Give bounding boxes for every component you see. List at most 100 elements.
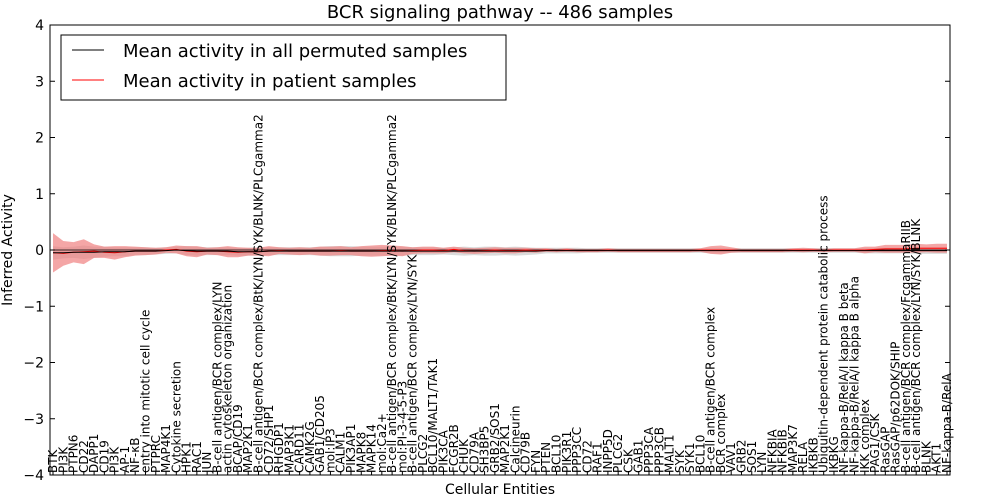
x-tick-label: BLNK xyxy=(919,440,933,473)
x-tick-label: PTPRC xyxy=(149,435,163,473)
x-tick-label: MAP3K1 xyxy=(282,424,296,473)
x-tick-label: NF-kappa-B/RelA xyxy=(940,372,954,473)
y-tick-label: 0 xyxy=(35,243,44,259)
x-tick-label: CARD11 xyxy=(293,424,307,473)
x-tick-label: RHGDP1 xyxy=(272,422,286,473)
x-tick-label: NFKBIB xyxy=(776,429,790,473)
x-tick-label: mol:IP3 xyxy=(323,428,337,473)
x-tick-label: CD19 xyxy=(97,440,111,473)
x-tick-label: BCL10 xyxy=(693,435,707,473)
x-tick-label: IKBKB xyxy=(806,437,820,473)
y-tick-label: 3 xyxy=(35,74,44,90)
x-tick-label: MAP2K1 xyxy=(241,424,255,473)
x-tick-label: PLCG2 xyxy=(416,434,430,473)
x-tick-label: PLCG2 xyxy=(611,434,625,473)
patient-band xyxy=(53,233,947,273)
x-tick-label: PIK3CA xyxy=(437,429,451,473)
y-tick-label: 4 xyxy=(35,18,44,34)
x-tick-label: RAF1 xyxy=(591,442,605,473)
y-axis-label: Inferred Activity xyxy=(0,194,16,306)
x-tick-label: PAG1/CSK xyxy=(868,413,882,473)
x-tick-label: IKBKG xyxy=(827,436,841,473)
x-tick-label: MAPK14 xyxy=(365,424,379,473)
x-tick-label: BCR complex xyxy=(714,394,728,473)
x-tick-label: Ubiquitin-dependent protein catabolic pr… xyxy=(817,195,831,473)
x-tick-label: NF-kappa-B/RelA/I kappa B beta xyxy=(837,282,851,473)
x-tick-label: RasGAP/p62DOK/SHIP xyxy=(889,342,903,473)
x-tick-label: IKK complex xyxy=(858,399,872,473)
x-tick-label: BTK xyxy=(46,448,60,473)
x-tick-label: B-cell antigen/BCR complex xyxy=(704,307,718,473)
x-tick-label: VAV1 xyxy=(724,442,738,473)
legend: Mean activity in all permuted samples Me… xyxy=(60,34,507,101)
x-tick-label: GRB2/SOS1 xyxy=(488,403,502,473)
permuted-line xyxy=(53,249,947,254)
x-tick-label: RasGAP xyxy=(878,427,892,473)
y-tick-label: 2 xyxy=(35,131,44,147)
x-tick-label: NFKBIA xyxy=(765,428,779,473)
x-tick-label: CD72/SHP1 xyxy=(262,405,276,473)
x-tick-label: GRB2 xyxy=(735,439,749,473)
x-tick-label: PIK3AP1 xyxy=(344,424,358,473)
x-tick-label: MAP2K1 xyxy=(498,424,512,473)
x-tick-label: mol:PI-3-4-5-P3 xyxy=(395,381,409,473)
x-tick-label: NF-κB xyxy=(128,437,142,473)
x-tick-label: DAPP1 xyxy=(87,434,101,473)
x-tick-label: mol:Ca2+ xyxy=(375,413,389,473)
x-tick-label: Cytokine secretion xyxy=(169,361,183,473)
x-tick-label: JUN xyxy=(200,452,214,474)
x-tick-label: LYN xyxy=(755,452,769,473)
x-tick-label: CD79A xyxy=(467,431,481,473)
y-tick-label: −1 xyxy=(23,299,44,315)
x-tick-label: GAB1/CD205 xyxy=(313,395,327,473)
x-tick-label: Calcineurin xyxy=(508,406,522,473)
x-tick-label: SOS1 xyxy=(745,441,759,473)
x-tick-label: SH3BP5 xyxy=(478,426,492,473)
x-tick-label: BCAP/CD19 xyxy=(231,404,245,473)
x-tick-label: B-cell antigen/BCR complex/LYN/SYK/BLNK xyxy=(909,218,923,473)
chart-title: BCR signaling pathway -- 486 samples xyxy=(327,2,673,23)
y-tick-label: 1 xyxy=(35,187,44,203)
x-tick-label: MAP4K1 xyxy=(159,424,173,473)
x-tick-label: entry into mitotic cell cycle xyxy=(139,310,153,473)
x-tick-label: PPP3CA xyxy=(642,426,656,473)
x-tick-label: CHUK xyxy=(457,438,471,473)
x-tick-label: SYK xyxy=(673,449,687,473)
legend-box xyxy=(60,34,507,101)
x-tick-label: MALT1 xyxy=(663,434,677,473)
x-tick-label: AP-1 xyxy=(118,446,132,473)
y-tick-label: −3 xyxy=(23,412,44,428)
x-tick-label: MAPK8 xyxy=(354,432,368,473)
x-tick-label: PTEN xyxy=(539,442,553,473)
x-tick-label: B-cell antigen/BCR complex/BtK/LYN/SYK/B… xyxy=(385,114,399,473)
x-tick-label: SYK1 xyxy=(683,443,697,473)
x-tick-label: BCL10 xyxy=(550,435,564,473)
x-tick-label: CD79B xyxy=(519,432,533,473)
y-tick-label: −4 xyxy=(23,468,44,484)
x-axis-label: Cellular Entities xyxy=(445,482,555,498)
x-tick-label: PPP3CB xyxy=(652,427,666,473)
x-tick-label: PPP3CC xyxy=(570,427,584,473)
x-tick-label: AKT1 xyxy=(930,443,944,473)
x-tick-label: PIK3R1 xyxy=(560,431,574,473)
x-tick-label: CD22 xyxy=(77,440,91,473)
x-tick-label: FCGR2B xyxy=(447,424,461,473)
x-tick-label: CAMK2G xyxy=(303,421,317,473)
x-tick-label: actin cytoskeleton organization xyxy=(221,285,235,473)
x-tick-label: BCL10/MALT1/TAK1 xyxy=(426,358,440,473)
x-tick-label: PI3K xyxy=(108,446,122,473)
y-tick-label: −2 xyxy=(23,356,44,372)
x-tick-label: RAC1 xyxy=(190,441,204,473)
x-tick-label: PTPN6 xyxy=(67,435,81,473)
x-tick-label: HPK1 xyxy=(180,441,194,473)
legend-permuted-label: Mean activity in all permuted samples xyxy=(123,41,467,62)
x-tick-label: FYN xyxy=(529,450,543,473)
legend-patient-label: Mean activity in patient samples xyxy=(123,71,417,92)
x-tick-label: GAB1 xyxy=(632,440,646,473)
x-tick-label: B-cell antigen/BCR complex/LYN/SYK xyxy=(406,253,420,473)
x-tick-label: CSK xyxy=(621,448,635,473)
x-tick-label: MAP3K7 xyxy=(786,424,800,473)
x-tick-label: B-cell antigen/BCR complex/FcgammaRIIB xyxy=(899,220,913,473)
